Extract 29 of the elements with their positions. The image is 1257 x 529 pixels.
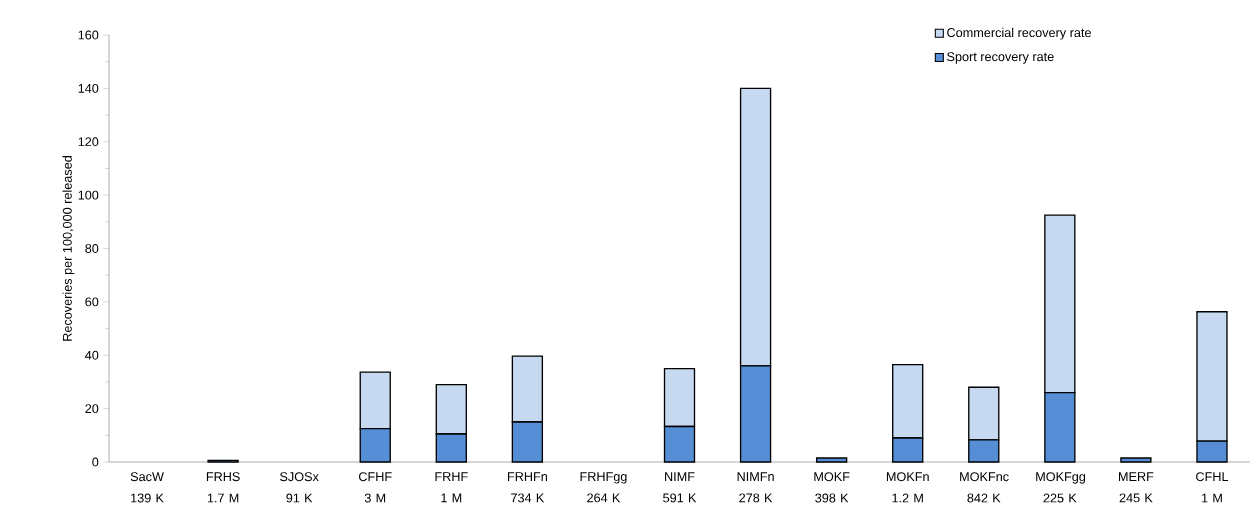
y-tick-label: 60	[85, 297, 99, 307]
x-tick-label: MERF 245 K	[1119, 472, 1154, 503]
y-tick-label: 140	[78, 83, 99, 93]
x-tick-label: SJOSx 91 K	[280, 472, 319, 503]
y-tick-label: 160	[78, 30, 99, 40]
y-tick-label: 100	[78, 190, 99, 200]
x-tick-label: MOKFgg 225 K	[1036, 472, 1086, 503]
x-tick-label: CFHL 1 M	[1196, 472, 1229, 503]
x-tick-label: FRHFn 734 K	[508, 472, 547, 503]
legend-label: Sport recovery rate	[947, 52, 1054, 64]
legend-label: Commercial recovery rate	[947, 27, 1091, 40]
x-tick-label: MOKF 398 K	[814, 472, 850, 503]
x-tick-label: CFHF 3 M	[359, 472, 392, 503]
y-tick-label: 0	[92, 457, 99, 467]
x-tick-label: NIMF 591 K	[663, 472, 697, 503]
x-tick-label: FRHF 1 M	[435, 472, 468, 503]
y-tick-label: 120	[78, 137, 99, 147]
y-tick-label: 80	[85, 244, 99, 253]
x-tick-label: NIMFn 278 K	[737, 472, 774, 503]
bar	[815, 457, 848, 463]
x-tick-label: MOKFn 1.2 M	[886, 472, 929, 503]
bar	[1120, 457, 1152, 463]
y-tick-label: 40	[85, 350, 99, 360]
x-tick-label: FRHS 1.7 M	[206, 472, 240, 503]
y-axis-title: Recoveries per 100,000 released	[62, 156, 75, 341]
x-tick-label: SacW 139 K	[130, 472, 164, 503]
x-tick-label: MOKFnc 842 K	[960, 472, 1009, 503]
x-tick-label: FRHFgg 264 K	[580, 472, 627, 503]
y-tick-label: 20	[85, 404, 99, 414]
